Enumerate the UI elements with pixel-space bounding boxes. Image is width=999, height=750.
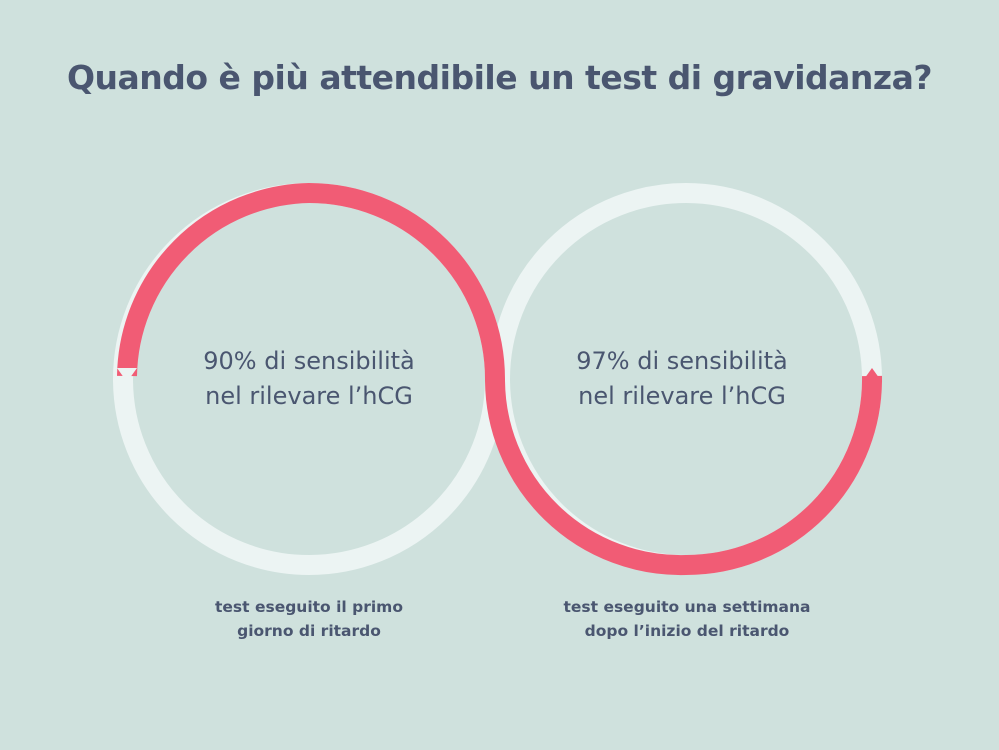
left-caption-line2: giorno di ritardo — [237, 622, 381, 640]
page-title: Quando è più attendibile un test di grav… — [66, 58, 933, 97]
right-caption-line2: dopo l’inizio del ritardo — [584, 622, 790, 640]
left-sensitivity-text: 90% di sensibilità nel rilevare l’hCG — [149, 344, 469, 414]
right-caption: test eseguito una settimana dopo l’inizi… — [527, 595, 847, 643]
right-sensitivity-text: 97% di sensibilità nel rilevare l’hCG — [522, 344, 842, 414]
right-sensitivity-line2: nel rilevare l’hCG — [578, 382, 786, 410]
right-caption-line1: test eseguito una settimana — [563, 598, 811, 616]
left-arc-end-marker — [117, 368, 137, 382]
right-ring-highlight — [485, 375, 883, 576]
left-caption: test eseguito il primo giorno di ritardo — [149, 595, 469, 643]
left-sensitivity-line1: 90% di sensibilità — [203, 347, 415, 375]
right-arc-end-marker — [862, 368, 882, 382]
left-sensitivity-line2: nel rilevare l’hCG — [205, 382, 413, 410]
left-caption-line1: test eseguito il primo — [215, 598, 403, 616]
right-sensitivity-line1: 97% di sensibilità — [576, 347, 788, 375]
left-ring-highlight — [117, 182, 505, 380]
